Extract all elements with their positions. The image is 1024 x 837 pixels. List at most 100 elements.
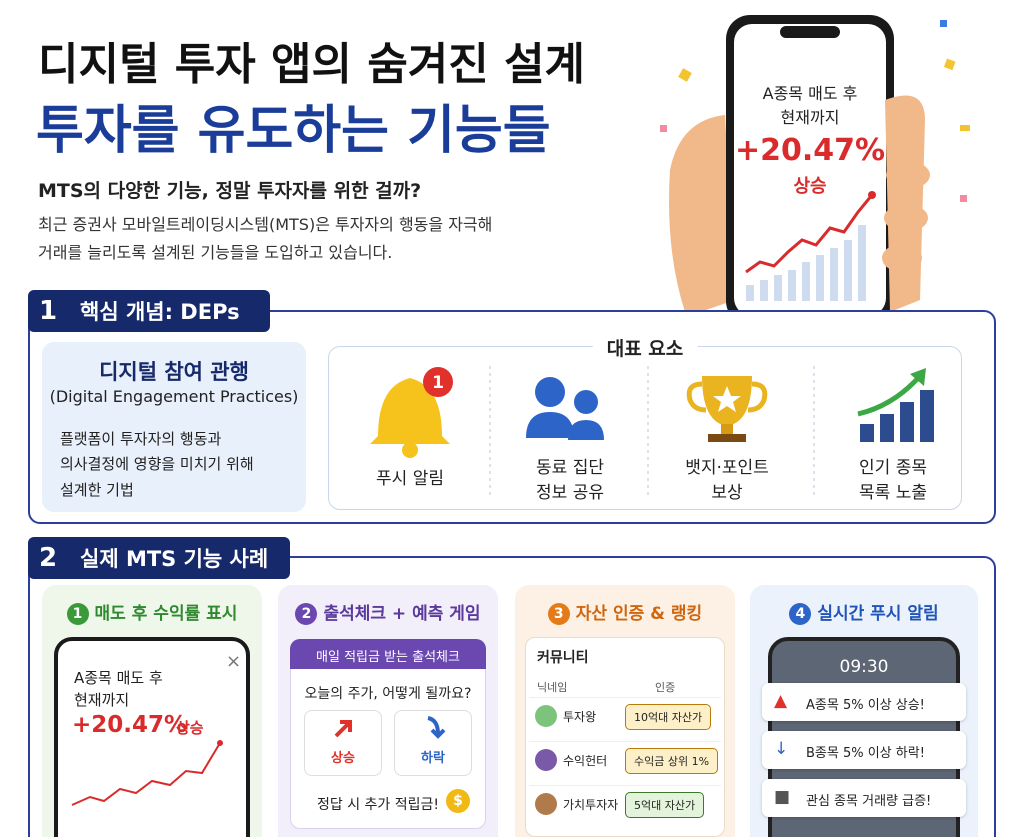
alert-icon: ■	[774, 787, 791, 807]
graphic	[334, 720, 352, 738]
banner-bg	[290, 639, 486, 669]
element-icons	[370, 366, 934, 496]
hero-illustration	[660, 15, 970, 312]
badge-number: 1	[432, 373, 444, 393]
graphic	[802, 262, 810, 301]
alert-text: A종목 5% 이상 상승!	[806, 698, 925, 713]
card-title-text: 매도 후 수익률 표시	[94, 604, 238, 624]
element-label: 보상	[711, 483, 743, 503]
card-number: 4	[789, 603, 812, 625]
card-title: 3 자산 인증 & 랭킹	[515, 599, 735, 625]
nickname: 수익헌터	[563, 754, 608, 768]
card: 4 실시간 푸시 알림 09:30 ▲ A종목 5% 이상 상승! ↓ B종목 5% 이…	[750, 585, 978, 837]
row-line	[529, 697, 721, 698]
element-label: 정보 공유	[536, 483, 604, 503]
description: 거래를 늘리도록 설계된 기능들을 도입하고 있습니다.	[38, 243, 393, 262]
card-text: 현재까지	[74, 691, 130, 709]
graphic	[686, 381, 707, 413]
alert-icon: ▲	[774, 691, 788, 711]
clock: 09:30	[839, 657, 889, 677]
graphic	[940, 20, 947, 27]
alert-text: 관심 종목 거래량 급증!	[806, 794, 932, 809]
graphic	[885, 95, 925, 312]
option: 하락	[421, 751, 445, 766]
cert-tag: 5억대 자산가	[625, 792, 705, 818]
graphic	[774, 275, 782, 301]
section-title: 실제 MTS 기능 사례	[80, 547, 269, 571]
card-status: 상승	[176, 719, 204, 737]
graphic	[943, 58, 956, 71]
column-header: 인증	[655, 681, 676, 694]
graphic	[960, 195, 967, 202]
graphic	[721, 424, 733, 434]
card: 1 매도 후 수익률 표시 × A종목 매도 후 현재까지 +20.47% 상승	[42, 585, 262, 837]
element-label: 인기 종목	[859, 458, 927, 478]
graphic	[760, 280, 768, 301]
avatar	[535, 793, 557, 815]
section-title: 핵심 개념: DEPs	[80, 300, 240, 324]
card-title: 2 출석체크 + 예측 게임	[278, 599, 498, 625]
graphic	[747, 381, 768, 413]
close-icon: ×	[226, 651, 242, 672]
graphic	[910, 368, 926, 386]
concept-text: 의사결정에 영향을 미치기 위해	[60, 455, 254, 473]
card-value: +20.47%	[72, 712, 188, 738]
graphic	[858, 225, 866, 301]
graphic	[830, 248, 838, 301]
element-label: 푸시 알림	[376, 469, 444, 489]
nickname: 투자왕	[563, 710, 597, 724]
column-header: 닉네임	[537, 681, 568, 694]
phone-status: 상승	[793, 176, 827, 197]
elements-title: 대표 요소	[592, 334, 698, 361]
graphic	[788, 270, 796, 301]
graphic	[780, 26, 840, 38]
avatar	[535, 749, 557, 771]
graphic	[402, 442, 418, 458]
graphic	[860, 424, 874, 442]
question: 오늘의 주가, 어떻게 될까요?	[304, 686, 472, 702]
title: 디지털 투자 앱의 숨겨진 설계	[38, 39, 586, 90]
element-label: 목록 노출	[859, 483, 927, 503]
concept-text: 플랫폼이 투자자의 행동과	[60, 430, 222, 448]
graphic	[816, 255, 824, 301]
card-text: A종목 매도 후	[74, 669, 163, 687]
section-box	[28, 556, 996, 837]
coin: $	[446, 789, 470, 813]
subtitle: MTS의 다양한 기능, 정말 투자자를 위한 걸까?	[38, 180, 422, 202]
section-tab: 1 핵심 개념: DEPs	[28, 290, 270, 332]
section-tab: 2 실제 MTS 기능 사례	[28, 537, 290, 579]
graphic	[708, 434, 746, 442]
graphic	[884, 204, 928, 232]
line-illustration	[71, 740, 223, 806]
card-number: 1	[66, 603, 89, 625]
row-line	[529, 785, 721, 786]
card-title: 1 매도 후 수익률 표시	[42, 599, 262, 625]
avatar	[535, 705, 557, 727]
graphic	[886, 161, 930, 189]
graphic	[526, 412, 574, 438]
graphic	[574, 390, 598, 414]
phone-screen	[54, 637, 250, 837]
cert-tag: 10억대 자산가	[625, 704, 712, 730]
graphic	[880, 414, 894, 442]
graphic	[920, 390, 934, 442]
graphic	[882, 244, 922, 272]
nickname: 가치투자자	[563, 798, 619, 812]
graphic	[745, 194, 874, 274]
row-line	[529, 741, 721, 742]
element-label: 뱃지·포인트	[685, 458, 769, 478]
graphic	[860, 390, 934, 442]
up-arrow	[334, 720, 352, 738]
banner: 매일 적립금 받는 출석체크	[316, 650, 460, 665]
graphic	[746, 285, 754, 301]
phone-value: +20.47%	[734, 133, 886, 168]
cert-tag: 수익금 상위 1%	[625, 748, 719, 774]
graphic	[900, 402, 914, 442]
section-box	[28, 310, 996, 524]
graphic	[678, 68, 692, 82]
graphic	[844, 240, 852, 301]
option: 상승	[331, 751, 355, 766]
panel-header: 커뮤니티	[537, 650, 589, 666]
graphic	[746, 225, 866, 301]
